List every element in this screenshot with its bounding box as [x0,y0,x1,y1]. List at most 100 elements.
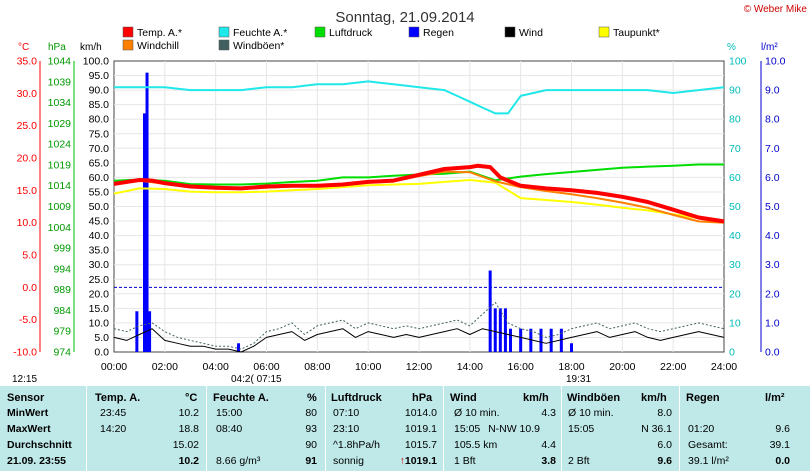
stat-r-a: Gesamt: [688,439,728,451]
rain-bar [519,328,523,352]
legend-label: Taupunkt* [613,27,660,39]
header-rain: Regen [686,392,720,404]
rain-bar [529,328,533,352]
legend-swatch [408,26,420,38]
header-pressure-unit: hPa [412,392,433,404]
rain-tick-label: 5.0 [765,201,780,213]
stat-h-val: 91 [305,455,317,467]
wind-tick-label: 70.0 [89,143,110,155]
stat-h-time: 15:00 [216,407,243,419]
rain-tick-label: 7.0 [765,143,780,155]
pressure-tick-label: 1019 [48,159,72,171]
wind-tick-label: 40.0 [89,230,110,242]
feuchte-a-line [114,80,725,115]
weather-chart: Sonntag, 21.09.2014 © Weber Mike Temp. A… [12,4,807,385]
sunrise-label: 04:2( 07:15 [231,374,282,385]
x-tick-label: 20:00 [609,361,635,373]
rain-tick-label: 10.0 [765,56,786,68]
humidity-tick-label: 30 [729,259,741,271]
stat-t-time: 23:45 [100,407,127,419]
wind-tick-label: 100.0 [83,56,109,68]
stat-p-time: sonnig [333,455,364,467]
stat-h-val: 80 [305,407,317,419]
stat-w-val: 4.4 [541,439,556,451]
pct-unit-label: % [727,42,736,53]
stat-p-time: ^1.8hPa/h [333,439,380,451]
legend-swatch [122,39,134,51]
stat-g-val: 8.0 [657,407,672,419]
humidity-tick-label: 90 [729,85,741,97]
legend: Temp. A.* Feuchte A.* Luftdruck Regen Wind Ta… [122,26,660,52]
pressure-tick-label: 1044 [48,56,72,68]
wind-tick-label: 30.0 [89,259,110,271]
divider [561,386,562,471]
x-tick-label: 12:00 [406,361,432,373]
plot-area [113,60,725,353]
header-sensor: Sensor [7,392,45,404]
statistics-panel [0,386,810,471]
stat-label: Durchschnitt [7,439,72,451]
wind-tick-label: 80.0 [89,114,110,126]
pressure-tick-label: 1014 [48,180,72,192]
rain-bar [498,308,502,352]
wind-tick-label: 45.0 [89,216,110,228]
temp-tick-label: 5.0 [22,250,37,262]
divider [86,386,87,471]
wind-tick-label: 0.0 [94,347,109,359]
humidity-tick-label: 50 [729,201,741,213]
x-tick-label: 14:00 [457,361,483,373]
header-temp: Temp. A. [95,392,141,404]
stat-g-val: N 36.1 [641,423,672,435]
temp-tick-label: -10.0 [13,347,37,359]
rain-bar [559,328,563,352]
stat-p-val: 1015.7 [404,439,437,451]
legend-swatch [218,39,230,51]
wind-tick-label: 85.0 [89,99,110,111]
kmh-unit-label: km/h [80,42,102,53]
temp-tick-label: 25.0 [17,120,38,132]
divider [443,386,444,471]
x-tick-label: 00:00 [101,361,127,373]
rain-bar [509,328,512,352]
x-tick-label: 04:00 [203,361,229,373]
pressure-current-value: 1019.1 [404,455,437,467]
humidity-tick-label: 70 [729,143,741,155]
pressure-tick-label: 1024 [48,139,72,151]
divider [325,386,326,471]
x-tick-label: 18:00 [558,361,584,373]
rain-bar [570,343,573,352]
stat-r-a: 01:20 [688,423,715,435]
rain-bar [148,311,152,352]
stat-p-val: 1019.1 [404,423,437,435]
stat-p-val: 1014.0 [404,407,437,419]
wind-tick-label: 25.0 [89,274,110,286]
wind-tick-label: 35.0 [89,245,110,257]
stat-label: MinWert [7,407,49,419]
rain-bar [237,343,241,352]
wind-tick-label: 55.0 [89,186,110,198]
x-tick-label: 08:00 [304,361,330,373]
temp-tick-label: 30.0 [17,88,38,100]
legend-label: Windchill [137,40,179,52]
pressure-tick-label: 999 [53,243,71,255]
rain-tick-label: 4.0 [765,230,780,242]
pressure-tick-label: 984 [53,305,71,317]
header-gust-unit: km/h [641,392,667,404]
legend-swatch [122,26,134,38]
stat-w-a: 105.5 km [454,439,498,451]
rain-tick-label: 2.0 [765,288,780,300]
humidity-tick-label: 60 [729,172,741,184]
rain-bar [145,72,149,352]
rain-bar [503,308,507,352]
stat-w-b: N-NW 10.9 [488,423,540,435]
temp-unit-label: °C [18,42,29,53]
stat-label: 21.09. 23:55 [7,455,66,467]
rain-tick-label: 0.0 [765,347,780,359]
wind-tick-label: 10.0 [89,317,110,329]
rain-tick-label: 1.0 [765,317,780,329]
stat-r-val: 0.0 [775,455,790,467]
x-tick-label: 24:00 [711,361,737,373]
temp-tick-label: 10.0 [17,217,38,229]
rain-bar [488,270,492,352]
wind-line [113,328,725,353]
